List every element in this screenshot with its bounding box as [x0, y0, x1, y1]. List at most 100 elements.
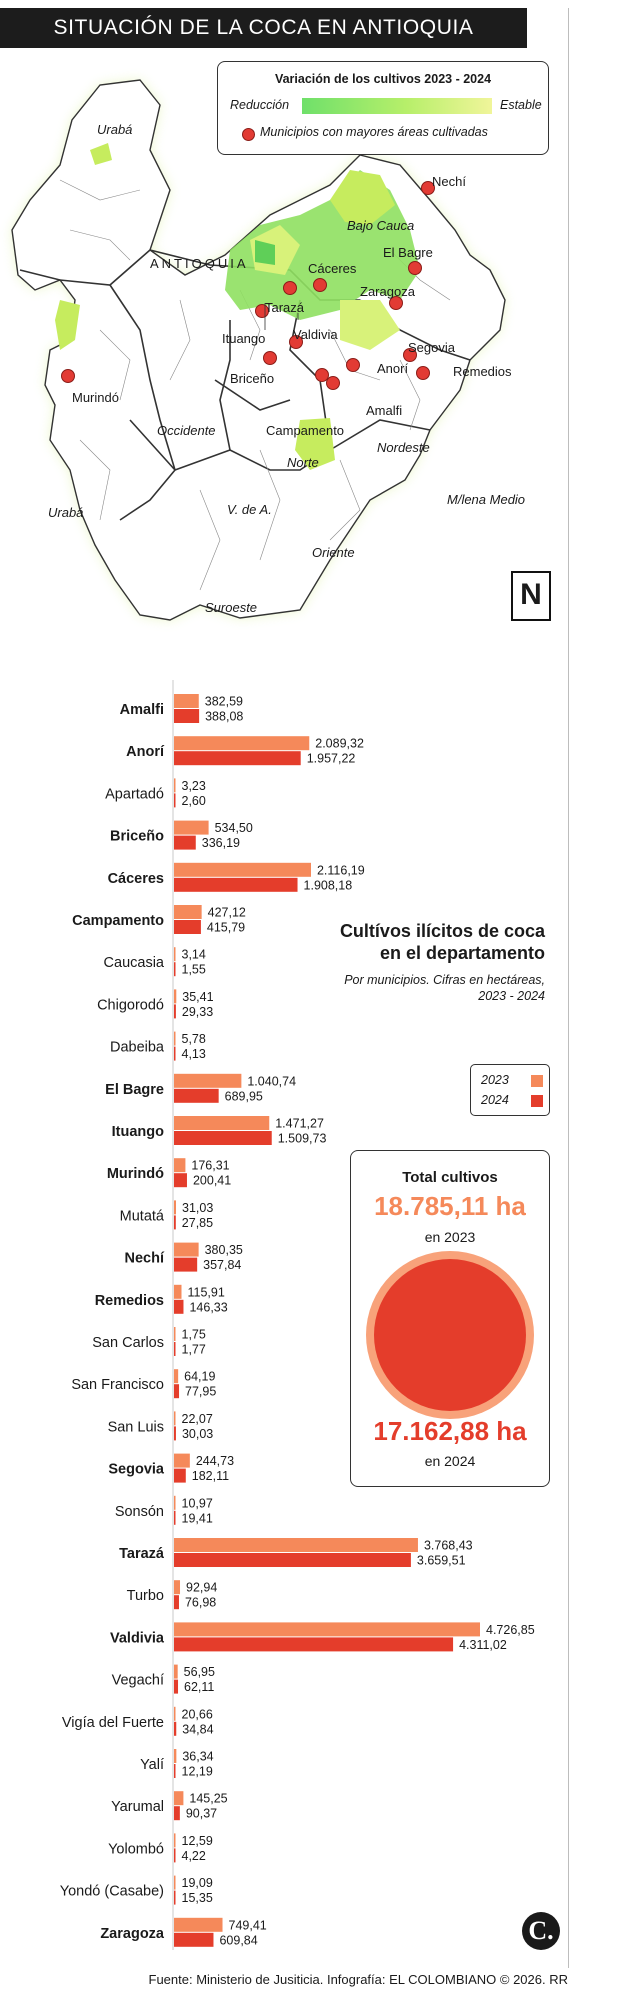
data-label-2024: 1.509,73: [278, 1132, 327, 1146]
coca-area: [255, 240, 275, 265]
data-label-2023: 19,09: [182, 1876, 213, 1890]
bar-2023: [174, 820, 209, 835]
region-label: Nordeste: [377, 440, 430, 455]
data-label-2024: 1,55: [182, 963, 206, 977]
bar-2024: [174, 962, 176, 977]
data-label-2024: 3.659,51: [417, 1554, 466, 1568]
data-label-2024: 182,11: [192, 1469, 229, 1483]
municipality-label: Anorí: [377, 361, 409, 376]
municipality-marker: [346, 358, 360, 372]
data-label-2023: 1.471,27: [275, 1117, 324, 1131]
page-divider: [568, 8, 569, 1968]
totals-title: Total cultivos: [402, 1169, 498, 1186]
municipality-marker: [403, 348, 417, 362]
bar-2024: [174, 1806, 180, 1821]
data-label-2023: 115,91: [188, 1285, 225, 1299]
bar-2023: [174, 778, 176, 793]
data-label-2023: 244,73: [196, 1454, 234, 1468]
category-label: El Bagre: [105, 1082, 164, 1098]
data-label-2023: 3.768,43: [424, 1539, 473, 1553]
municipality-label: Tarazá: [265, 300, 305, 315]
bar-2024: [174, 1215, 176, 1230]
bar-2024: [174, 751, 301, 766]
bar-2023: [174, 1116, 270, 1130]
region-label: Urabá: [97, 122, 133, 137]
category-label: Remedios: [95, 1293, 164, 1309]
data-label-2024: 4,13: [182, 1047, 206, 1061]
category-label: San Carlos: [92, 1335, 164, 1351]
data-label-2023: 22,07: [182, 1412, 213, 1426]
data-label-2023: 749,41: [229, 1918, 267, 1932]
data-label-2024: 1,77: [182, 1343, 206, 1357]
bar-2023: [174, 1242, 199, 1257]
el-colombiano-logo: C.: [522, 1912, 560, 1950]
data-label-2024: 609,84: [219, 1933, 257, 1947]
bar-2024: [174, 1299, 184, 1314]
category-label: San Luis: [108, 1419, 164, 1435]
bar-2024: [174, 709, 200, 723]
data-label-2024: 30,03: [182, 1427, 213, 1441]
data-label-2024: 4.311,02: [459, 1638, 507, 1652]
region-label: M/lena Medio: [447, 492, 526, 507]
data-label-2024: 146,33: [189, 1300, 227, 1314]
bar-2023: [174, 905, 202, 919]
bar-2023: [174, 1031, 176, 1046]
bar-2024: [174, 1637, 454, 1652]
total-2024-value: 17.162,88 ha: [373, 1416, 527, 1446]
data-label-2023: 92,94: [186, 1581, 217, 1595]
bar-2023: [174, 1327, 176, 1341]
bar-2024: [174, 1426, 176, 1441]
data-label-2024: 27,85: [182, 1216, 213, 1230]
bar-2024: [174, 793, 176, 808]
bar-2024: [174, 1764, 176, 1778]
category-label: Murindó: [107, 1166, 164, 1182]
municipality-marker: [263, 351, 277, 365]
municipality-label: Briceño: [230, 371, 275, 386]
marker-leaders: [264, 303, 299, 330]
legend-reduction: Reducción: [230, 98, 290, 112]
municipality-markers: [61, 181, 435, 390]
data-label-2024: 12,19: [182, 1765, 213, 1779]
data-label-2024: 388,08: [205, 710, 243, 724]
region-label: Oriente: [312, 545, 355, 560]
municipality-marker: [389, 296, 403, 310]
bar-2024: [174, 1890, 176, 1905]
region-label: Occidente: [157, 423, 216, 438]
antioquia-map: [11, 79, 506, 621]
data-label-2024: 4,22: [182, 1849, 206, 1863]
category-label: Zaragoza: [100, 1926, 165, 1942]
bar-2023: [174, 1833, 176, 1848]
coca-area: [55, 300, 80, 350]
bar-2023: [174, 736, 310, 751]
municipality-label: Cáceres: [308, 261, 357, 276]
title-bar: SITUACIÓN DE LA COCA EN ANTIOQUIA: [0, 8, 527, 48]
category-label: Turbo: [127, 1588, 164, 1604]
bar-2024: [174, 1553, 411, 1567]
category-label: Dabeiba: [110, 1040, 165, 1056]
north-arrow-icon: N: [511, 571, 551, 621]
data-label-2023: 35,41: [182, 990, 213, 1004]
total-2024-caption: en 2024: [424, 1453, 476, 1469]
bar-2023: [174, 1875, 176, 1890]
data-label-2023: 4.726,85: [486, 1623, 535, 1637]
legend-2024-swatch: [531, 1095, 543, 1107]
category-label: Tarazá: [119, 1546, 165, 1562]
category-label: Cáceres: [108, 871, 164, 887]
region-label: Urabá: [48, 505, 84, 520]
data-label-2023: 382,59: [205, 695, 243, 709]
bar-2023: [174, 1495, 176, 1510]
region-label: Norte: [287, 455, 319, 470]
municipality-marker: [313, 278, 327, 292]
data-label-2023: 31,03: [182, 1201, 213, 1215]
municipality-marker: [416, 366, 430, 380]
region-label: Suroeste: [205, 600, 258, 615]
category-label: Briceño: [110, 829, 164, 845]
bar-2024: [174, 1046, 176, 1061]
coca-area: [90, 143, 112, 165]
bar-2024: [174, 1932, 214, 1947]
bar-2023: [174, 1158, 186, 1173]
chart-title: Cultívos ilícitos de coca en el departam…: [339, 921, 545, 963]
bar-2023: [174, 1073, 242, 1088]
category-label: Sonsón: [115, 1504, 164, 1520]
